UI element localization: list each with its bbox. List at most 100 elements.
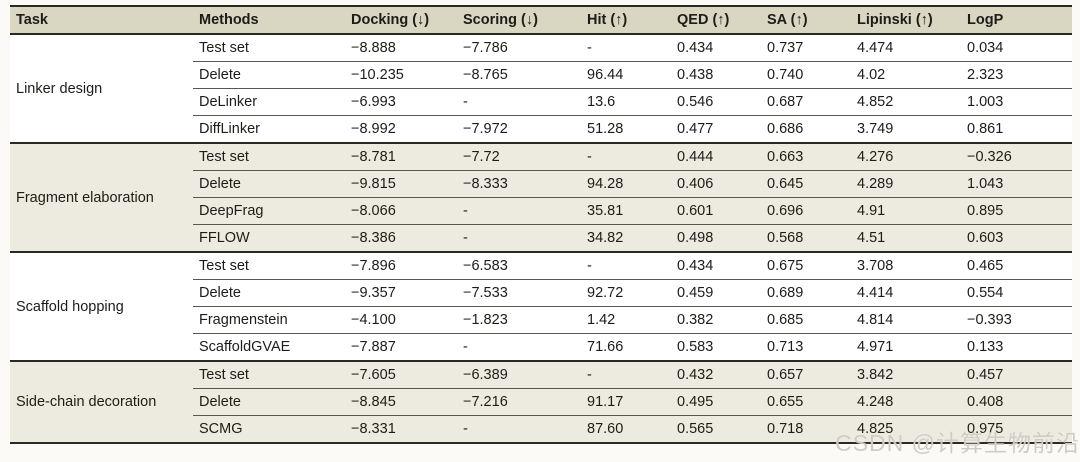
qed-cell: 0.459	[671, 279, 761, 307]
lipinski-cell: 4.825	[851, 415, 961, 443]
docking-cell: −8.066	[345, 197, 457, 225]
scoring-cell: −7.216	[457, 388, 581, 416]
method-cell: ScaffoldGVAE	[193, 333, 345, 361]
logp-cell: 1.043	[961, 170, 1072, 198]
qed-cell: 0.498	[671, 224, 761, 252]
logp-cell: 0.895	[961, 197, 1072, 225]
docking-cell: −8.386	[345, 224, 457, 252]
sa-cell: 0.696	[761, 197, 851, 225]
benchmark-table-wrap: Task Methods Docking (↓) Scoring (↓) Hit (↑)…	[10, 5, 1072, 444]
docking-cell: −8.845	[345, 388, 457, 416]
table-row: SCMG −8.331-87.60 0.565 0.718 4.825 0.975	[10, 415, 1072, 443]
logp-cell: 0.133	[961, 333, 1072, 361]
logp-cell: 0.975	[961, 415, 1072, 443]
table-row: DeLinker −6.993-13.6 0.546 0.687 4.852 1.003	[10, 88, 1072, 116]
hit-cell: -	[581, 33, 671, 62]
scoring-cell: −8.765	[457, 61, 581, 89]
docking-cell: −9.357	[345, 279, 457, 307]
hit-cell: 96.44	[581, 61, 671, 89]
table-row: Delete −10.235 −8.765 96.44 0.438 0.740 4.02 2.…	[10, 61, 1072, 89]
logp-cell: 2.323	[961, 61, 1072, 89]
table-row: Scaffold hopping Test set −7.896 −6.583-0.4…	[10, 251, 1072, 361]
method-cell: Test set	[193, 251, 345, 280]
docking-cell: −8.781	[345, 142, 457, 171]
sa-cell: 0.687	[761, 88, 851, 116]
column-header-task: Task	[10, 5, 193, 35]
sa-cell: 0.713	[761, 333, 851, 361]
qed-cell: 0.434	[671, 251, 761, 280]
method-cell: Fragmenstein	[193, 306, 345, 334]
table-header: Task Methods Docking (↓) Scoring (↓) Hit (↑)…	[10, 5, 1072, 35]
method-cell: SCMG	[193, 415, 345, 443]
lipinski-cell: 3.708	[851, 251, 961, 280]
docking-cell: −8.331	[345, 415, 457, 443]
sa-cell: 0.686	[761, 115, 851, 143]
scoring-cell: −1.823	[457, 306, 581, 334]
sa-cell: 0.718	[761, 415, 851, 443]
scoring-cell: −7.786	[457, 33, 581, 62]
method-cell: Test set	[193, 33, 345, 62]
hit-cell: 87.60	[581, 415, 671, 443]
method-cell: Delete	[193, 388, 345, 416]
column-header-logp: LogP	[961, 5, 1072, 35]
table-row: Delete −9.357 −7.533 92.72 0.459 0.689 4.414 0.…	[10, 279, 1072, 307]
scoring-cell: −7.972	[457, 115, 581, 143]
qed-cell: 0.406	[671, 170, 761, 198]
sa-cell: 0.737	[761, 33, 851, 62]
sa-cell: 0.657	[761, 360, 851, 389]
qed-cell: 0.583	[671, 333, 761, 361]
hit-cell: -	[581, 360, 671, 389]
method-cell: DeepFrag	[193, 197, 345, 225]
table-row: Side-chain decoration Test set −7.605 −6.38…	[10, 360, 1072, 443]
task-cell: Scaffold hopping	[10, 251, 193, 361]
logp-cell: 0.408	[961, 388, 1072, 416]
hit-cell: 92.72	[581, 279, 671, 307]
hit-cell: -	[581, 142, 671, 171]
method-cell: DeLinker	[193, 88, 345, 116]
hit-cell: 1.42	[581, 306, 671, 334]
task-cell: Side-chain decoration	[10, 360, 193, 443]
column-header-method: Methods	[193, 5, 345, 35]
results-table: Task Methods Docking (↓) Scoring (↓) Hit (↑)…	[10, 5, 1072, 444]
table-body: Linker design Test set −8.888 −7.786-0.434 0…	[10, 33, 1072, 443]
hit-cell: -	[581, 251, 671, 280]
docking-cell: −6.993	[345, 88, 457, 116]
scoring-cell: −7.533	[457, 279, 581, 307]
lipinski-cell: 4.852	[851, 88, 961, 116]
hit-cell: 13.6	[581, 88, 671, 116]
hit-cell: 71.66	[581, 333, 671, 361]
method-cell: DiffLinker	[193, 115, 345, 143]
lipinski-cell: 4.414	[851, 279, 961, 307]
logp-cell: 0.554	[961, 279, 1072, 307]
hit-cell: 94.28	[581, 170, 671, 198]
lipinski-cell: 4.91	[851, 197, 961, 225]
sa-cell: 0.685	[761, 306, 851, 334]
logp-cell: 0.457	[961, 360, 1072, 389]
logp-cell: 0.861	[961, 115, 1072, 143]
scoring-cell: -	[457, 197, 581, 225]
scoring-cell: -	[457, 224, 581, 252]
sa-cell: 0.740	[761, 61, 851, 89]
method-cell: FFLOW	[193, 224, 345, 252]
method-cell: Delete	[193, 279, 345, 307]
column-header-scoring: Scoring (↓)	[457, 5, 581, 35]
column-header-hit: Hit (↑)	[581, 5, 671, 35]
scoring-cell: -	[457, 415, 581, 443]
header-row: Task Methods Docking (↓) Scoring (↓) Hit (↑)…	[10, 5, 1072, 35]
lipinski-cell: 4.248	[851, 388, 961, 416]
table-row: Delete −8.845 −7.216 91.17 0.495 0.655 4.248 0.…	[10, 388, 1072, 416]
qed-cell: 0.601	[671, 197, 761, 225]
table-row: Delete −9.815 −8.333 94.28 0.406 0.645 4.289 1.…	[10, 170, 1072, 198]
lipinski-cell: 4.276	[851, 142, 961, 171]
hit-cell: 51.28	[581, 115, 671, 143]
lipinski-cell: 4.289	[851, 170, 961, 198]
qed-cell: 0.434	[671, 33, 761, 62]
table-row: Fragment elaboration Test set −8.781 −7.72-…	[10, 142, 1072, 252]
scoring-cell: -	[457, 88, 581, 116]
lipinski-cell: 3.842	[851, 360, 961, 389]
qed-cell: 0.477	[671, 115, 761, 143]
table-row: Fragmenstein −4.100 −1.823 1.42 0.382 0.685 4.…	[10, 306, 1072, 334]
logp-cell: 0.603	[961, 224, 1072, 252]
table-row: DiffLinker −8.992 −7.972 51.28 0.477 0.686 3.7…	[10, 115, 1072, 143]
